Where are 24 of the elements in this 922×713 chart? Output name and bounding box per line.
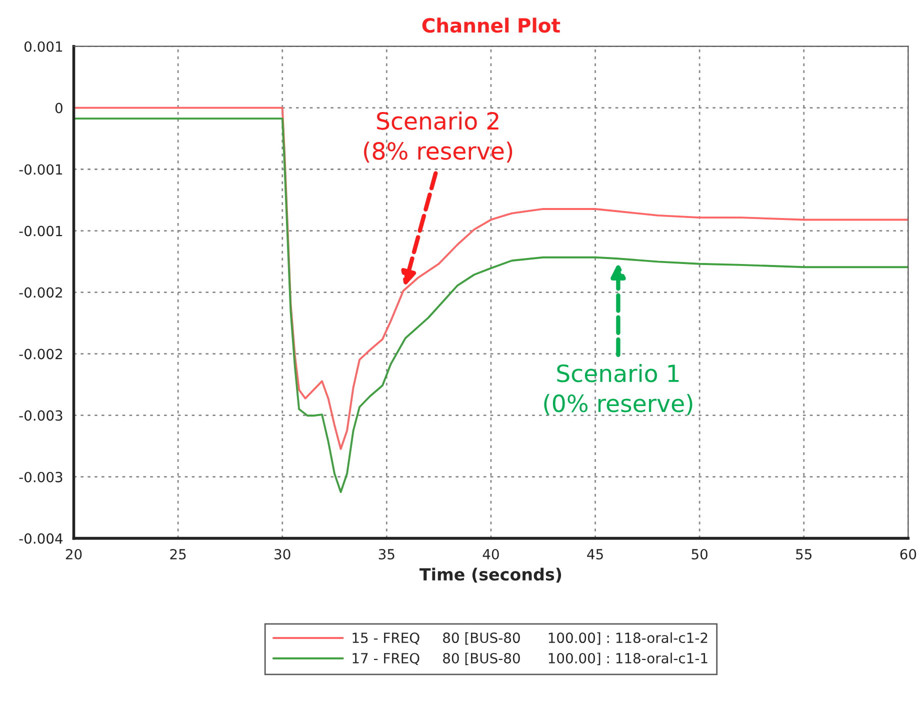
x-tick-label: 40 bbox=[482, 548, 499, 560]
y-tick-label: 0 bbox=[55, 102, 62, 114]
annotation: Scenario 2 (8% reserve) bbox=[364, 112, 512, 163]
annotation: Scenario 1 (0% reserve) bbox=[544, 364, 692, 416]
y-tick-label: -0.001 bbox=[19, 164, 62, 175]
x-tick-label: 35 bbox=[378, 548, 394, 560]
x-tick-label: 60 bbox=[900, 548, 916, 560]
y-tick-label: -0.003 bbox=[19, 472, 62, 482]
x-tick-label: 50 bbox=[692, 548, 708, 560]
legend-label: 17 - FREQ 80 [BUS-80 100.00] : 118-oral-c1-1 bbox=[352, 652, 708, 666]
x-tick-label: 30 bbox=[274, 548, 290, 560]
legend-label: 15 - FREQ 80 [BUS-80 100.00] : 118-oral-c1-2 bbox=[352, 632, 708, 645]
x-tick-label: 20 bbox=[66, 548, 82, 560]
y-tick-label: -0.004 bbox=[19, 533, 63, 544]
y-tick-label: -0.002 bbox=[19, 287, 62, 298]
x-tick-label: 45 bbox=[587, 549, 603, 560]
y-tick-label: 0.001 bbox=[24, 41, 62, 52]
chart-title: Channel Plot bbox=[422, 18, 560, 33]
y-tick-label: -0.001 bbox=[19, 226, 62, 236]
x-tick-label: 25 bbox=[170, 548, 186, 560]
y-tick-label: -0.003 bbox=[19, 410, 62, 421]
x-axis-title: Time (seconds) bbox=[420, 568, 562, 583]
x-tick-label: 55 bbox=[796, 549, 812, 560]
y-tick-label: -0.002 bbox=[19, 348, 62, 360]
